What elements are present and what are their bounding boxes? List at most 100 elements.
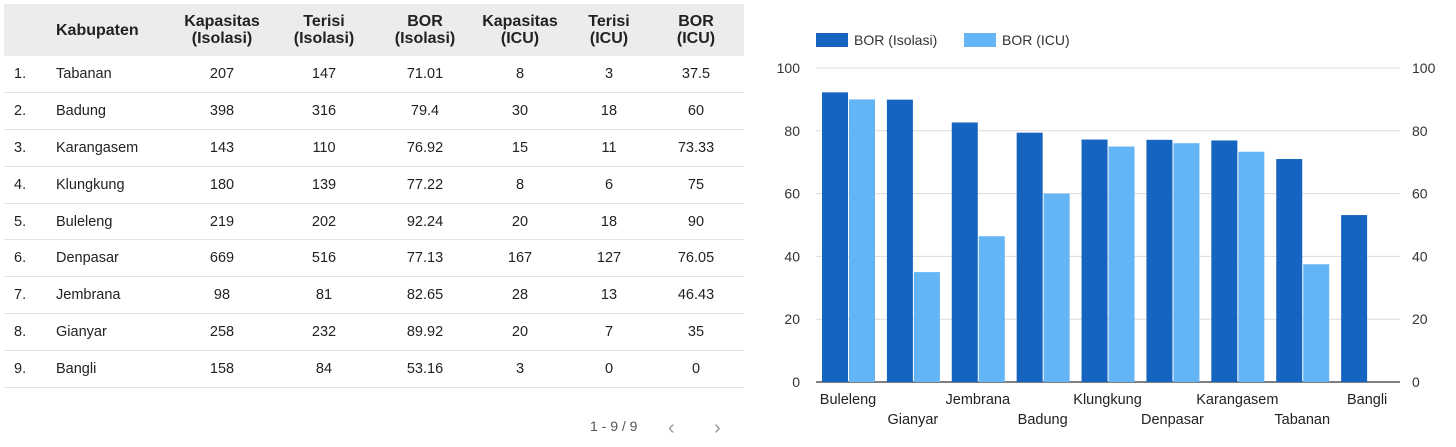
cell-terisi-icu: 18 bbox=[600, 103, 618, 120]
bar-isolasi bbox=[886, 99, 913, 383]
cell-terisi-isolasi: 232 bbox=[311, 323, 337, 340]
cell-bor-icu: 76.05 bbox=[677, 250, 715, 267]
legend-label-1: BOR (ICU) bbox=[1002, 32, 1070, 48]
bar-isolasi bbox=[1081, 139, 1108, 382]
cell-bor-icu: 35 bbox=[687, 323, 705, 340]
cell-no: 8. bbox=[14, 323, 27, 340]
cell-bor-isolasi: 89.92 bbox=[406, 323, 444, 340]
x-category-label: Gianyar bbox=[887, 412, 938, 428]
cell-kapasitas-icu: 8 bbox=[515, 176, 525, 193]
table-row[interactable]: 1. Tabanan 207 147 71.01 8 3 37.5 bbox=[4, 56, 744, 93]
table-body: 1. Tabanan 207 147 71.01 8 3 37.5 2. Badung 398 316… bbox=[4, 56, 744, 388]
cell-kabupaten: Jembrana bbox=[56, 287, 121, 304]
table-row[interactable]: 5. Buleleng 219 202 92.24 20 18 90 bbox=[4, 203, 744, 240]
x-category-label: Buleleng bbox=[820, 392, 876, 408]
cell-kabupaten: Buleleng bbox=[56, 213, 113, 230]
cell-no: 5. bbox=[14, 213, 27, 230]
y-tick-left: 80 bbox=[784, 123, 800, 139]
cell-no: 3. bbox=[14, 139, 27, 156]
cell-terisi-isolasi: 110 bbox=[312, 139, 336, 156]
table-row[interactable]: 3. Karangasem 143 110 76.92 15 11 73.33 bbox=[4, 130, 744, 167]
cell-terisi-icu: 6 bbox=[604, 176, 614, 193]
x-category-label: Klungkung bbox=[1073, 392, 1142, 408]
cell-kapasitas-icu: 20 bbox=[511, 323, 529, 340]
legend-swatch-0 bbox=[816, 33, 848, 47]
chevron-left-icon[interactable]: ‹ bbox=[668, 417, 675, 439]
x-category-label: Jembrana bbox=[946, 392, 1011, 408]
cell-kapasitas-icu: 3 bbox=[515, 360, 525, 377]
cell-kapasitas-icu: 15 bbox=[511, 139, 529, 156]
cell-kabupaten: Gianyar bbox=[56, 323, 107, 340]
y-tick-left: 40 bbox=[784, 248, 800, 264]
cell-no: 9. bbox=[14, 360, 27, 377]
bar-icu bbox=[1108, 146, 1135, 382]
cell-kapasitas-isolasi: 180 bbox=[209, 176, 235, 193]
cell-kabupaten: Karangasem bbox=[56, 139, 139, 156]
y-tick-right: 60 bbox=[1412, 186, 1428, 202]
header-kabupaten[interactable]: Kabupaten bbox=[56, 21, 139, 39]
data-table-container: Kabupaten Kapasitas (Isolasi) Terisi (Isol… bbox=[4, 4, 744, 388]
bar-icu bbox=[1303, 264, 1330, 382]
table-row[interactable]: 2. Badung 398 316 79.4 30 18 60 bbox=[4, 93, 744, 130]
header-bor-icu[interactable]: BOR (ICU) bbox=[676, 13, 716, 47]
cell-bor-isolasi: 53.16 bbox=[406, 360, 444, 377]
header-terisi-icu[interactable]: Terisi (ICU) bbox=[588, 13, 630, 47]
cell-bor-icu: 60 bbox=[687, 103, 705, 120]
cell-terisi-icu: 0 bbox=[604, 360, 614, 377]
cell-bor-isolasi: 82.65 bbox=[406, 287, 444, 304]
cell-kabupaten: Klungkung bbox=[56, 176, 125, 193]
y-tick-left: 100 bbox=[777, 60, 801, 76]
y-tick-right: 80 bbox=[1412, 123, 1428, 139]
cell-kapasitas-icu: 8 bbox=[515, 66, 525, 83]
table-row[interactable]: 4. Klungkung 180 139 77.22 8 6 75 bbox=[4, 166, 744, 204]
bar-isolasi bbox=[822, 92, 848, 383]
x-category-label: Bangli bbox=[1347, 392, 1387, 408]
cell-terisi-isolasi: 316 bbox=[311, 103, 337, 120]
bar-icu bbox=[978, 236, 1005, 382]
bor-bar-chart: BOR (Isolasi) BOR (ICU) 0 0 20 20 40 40 60 60 80 80… bbox=[777, 32, 1436, 428]
cell-bor-isolasi: 71.01 bbox=[406, 66, 444, 83]
y-tick-right: 40 bbox=[1412, 248, 1428, 264]
legend-label-0: BOR (Isolasi) bbox=[854, 32, 937, 48]
bar-icu bbox=[1043, 193, 1070, 382]
header-kapasitas-isolasi[interactable]: Kapasitas (Isolasi) bbox=[184, 13, 260, 47]
legend-swatch-1 bbox=[964, 33, 996, 47]
bar-isolasi bbox=[1211, 140, 1238, 382]
cell-no: 4. bbox=[14, 176, 27, 193]
cell-kabupaten: Badung bbox=[56, 103, 106, 120]
cell-terisi-isolasi: 81 bbox=[315, 287, 333, 304]
cell-terisi-icu: 11 bbox=[601, 139, 617, 156]
header-bor-isolasi[interactable]: BOR (Isolasi) bbox=[394, 13, 456, 47]
cell-kabupaten: Denpasar bbox=[56, 250, 119, 267]
table-row[interactable]: 8. Gianyar 258 232 89.92 20 7 35 bbox=[4, 314, 744, 351]
table-row[interactable]: 9. Bangli 158 84 53.16 3 0 0 bbox=[4, 350, 744, 388]
y-tick-left: 20 bbox=[784, 311, 800, 327]
cell-kapasitas-icu: 30 bbox=[511, 103, 529, 120]
cell-kapasitas-icu: 20 bbox=[511, 213, 529, 230]
cell-kapasitas-isolasi: 158 bbox=[209, 360, 235, 377]
bar-isolasi bbox=[1341, 215, 1368, 382]
y-tick-right: 20 bbox=[1412, 311, 1428, 327]
pagination-label: 1 - 9 / 9 bbox=[590, 418, 638, 434]
cell-bor-isolasi: 92.24 bbox=[406, 213, 444, 230]
cell-terisi-isolasi: 516 bbox=[311, 250, 337, 267]
y-tick-right: 0 bbox=[1412, 374, 1420, 390]
header-kapasitas-icu[interactable]: Kapasitas (ICU) bbox=[482, 13, 558, 47]
chevron-right-icon[interactable]: › bbox=[714, 417, 721, 439]
cell-terisi-icu: 18 bbox=[600, 213, 618, 230]
cell-kapasitas-isolasi: 669 bbox=[209, 250, 235, 267]
bar-isolasi bbox=[1016, 132, 1043, 382]
cell-terisi-icu: 127 bbox=[596, 250, 622, 267]
cell-no: 2. bbox=[14, 103, 27, 120]
header-terisi-isolasi[interactable]: Terisi (Isolasi) bbox=[293, 13, 355, 47]
cell-no: 6. bbox=[14, 250, 27, 267]
x-category-label: Badung bbox=[1018, 412, 1068, 428]
x-category-label: Karangasem bbox=[1196, 392, 1278, 408]
cell-terisi-isolasi: 139 bbox=[311, 176, 337, 193]
cell-kapasitas-isolasi: 219 bbox=[209, 213, 235, 230]
cell-bor-isolasi: 77.13 bbox=[406, 250, 444, 267]
bar-icu bbox=[1173, 143, 1200, 382]
table-row[interactable]: 6. Denpasar 669 516 77.13 167 127 76.05 bbox=[4, 240, 744, 277]
table-row[interactable]: 7. Jembrana 98 81 82.65 28 13 46.43 bbox=[4, 277, 744, 314]
y-tick-right: 100 bbox=[1412, 60, 1436, 76]
